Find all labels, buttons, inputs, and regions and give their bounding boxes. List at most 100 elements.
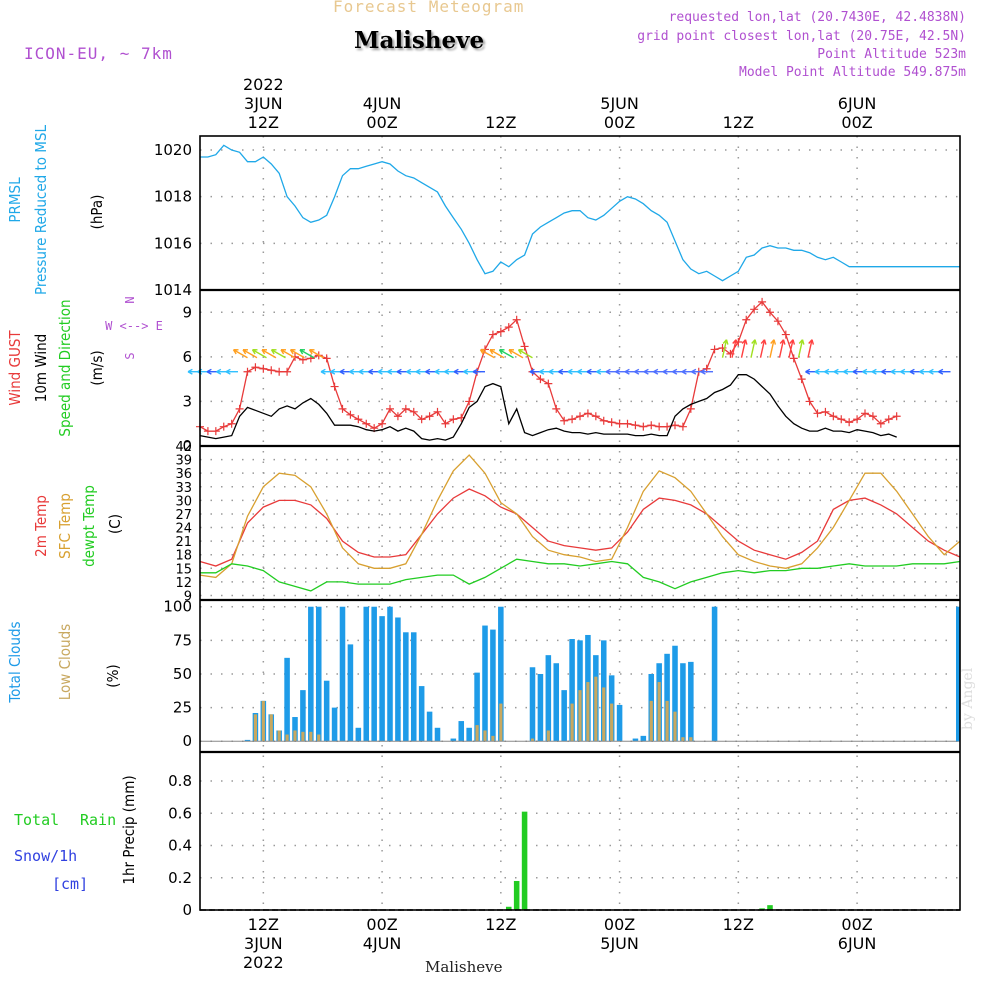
wind-speed-line [199, 374, 897, 441]
wind-gust-marker [560, 416, 569, 425]
point-altitude: Point Altitude 523m [817, 47, 966, 62]
wind-direction-arrow [740, 339, 747, 358]
compass-west-east: W <--> E [105, 319, 163, 333]
chart-frame [199, 135, 961, 911]
total-cloud-bar [403, 632, 409, 742]
time-label-top: 00Z [366, 113, 397, 132]
wind-direction-arrow [807, 339, 813, 358]
wind-direction-arrowhead [548, 368, 554, 375]
low-cloud-bar [261, 700, 265, 742]
total-cloud-bar [308, 606, 314, 742]
temperature-ytick-label: 12 [175, 576, 192, 591]
wind-direction-arrow [299, 349, 315, 359]
wind-gust-marker [861, 409, 869, 418]
total-cloud-bar [331, 707, 338, 742]
wind-direction-arrow [252, 349, 267, 359]
wind-gust-marker [425, 412, 434, 421]
low-clouds-label: Low Clouds [56, 624, 74, 700]
dewpt-temp-label: dewpt Temp [80, 485, 98, 567]
wind-gust-marker [599, 416, 608, 425]
wind-direction-arrowhead [909, 368, 915, 375]
pressure-ytick-label: 1016 [154, 234, 192, 252]
time-label-bottom: 12Z [248, 915, 279, 934]
wind-direction-arrowhead [396, 368, 402, 375]
total-cloud-bar [434, 727, 441, 742]
wind-direction-arrowhead [653, 368, 659, 375]
wind-direction-arrow [508, 349, 524, 359]
dewpt-line [200, 558, 961, 592]
rain-bar [505, 906, 512, 910]
wind-direction-arrow [750, 339, 756, 358]
wind-direction-arrow [309, 349, 324, 359]
total-cloud-bar [553, 663, 560, 742]
wind-direction-arrowhead [681, 368, 687, 375]
wind-direction-arrow [797, 339, 804, 358]
time-label-top: 00Z [841, 113, 872, 132]
wind-gust-marker [686, 404, 695, 413]
wind-direction-arrowhead [187, 368, 193, 375]
wind-gust-marker [647, 421, 656, 430]
wind-gust-marker [330, 382, 339, 391]
low-cloud-bar [253, 714, 257, 742]
wind-direction-arrow [489, 349, 505, 359]
wind-gust-marker [797, 375, 806, 384]
wind-direction-arrowhead [662, 368, 668, 375]
clouds-ytick-label: 0 [182, 732, 192, 750]
model-label: ICON-EU, ~ 7km [24, 44, 173, 63]
wind-direction-arrowhead [881, 368, 887, 375]
low-cloud-bar [594, 676, 598, 742]
wind-direction-arrowhead [672, 368, 678, 375]
wind-direction-arrowhead [425, 368, 431, 375]
wind-direction-arrowhead [789, 339, 796, 345]
wind-gust-marker [813, 409, 822, 418]
total-cloud-bar [323, 680, 330, 742]
time-label-top: 12Z [485, 113, 516, 132]
precip-ytick-label: 0.8 [168, 772, 192, 790]
wind-direction-arrowhead [406, 368, 412, 375]
compass-north: N [123, 296, 137, 303]
rain-bar [759, 908, 765, 910]
wind-direction-arrowhead [779, 339, 786, 345]
wind-ytick-label: 0 [182, 437, 192, 455]
wind-direction-arrowhead [919, 368, 925, 375]
wind-direction-arrowhead [434, 368, 440, 375]
wind-direction-arrowhead [700, 368, 706, 375]
temperature-ytick-label: 27 [175, 508, 192, 523]
wind-direction-arrowhead [605, 368, 611, 375]
wind-gust-marker [504, 323, 513, 332]
pressure-label: PRMSL [6, 177, 24, 223]
wind-direction-arrowhead [615, 368, 621, 375]
temperature-ytick-label: 33 [175, 481, 192, 496]
wind-gust-marker [496, 327, 505, 336]
wind-gust-marker [211, 427, 220, 436]
wind-direction-arrowhead [539, 368, 545, 375]
wind-direction-arrowhead [890, 368, 896, 375]
rain-bar [521, 811, 528, 910]
low-cloud-bar [673, 711, 677, 742]
wind-direction-arrowhead [358, 368, 364, 375]
wind-gust-marker [275, 367, 284, 376]
wind-direction-arrowhead [479, 349, 486, 355]
wind-direction-arrowhead [567, 368, 573, 375]
wind-direction-arrow [788, 339, 794, 358]
wind-gust-marker [805, 397, 814, 406]
wind-gust-marker [607, 418, 616, 427]
wind-gust-marker [583, 409, 592, 418]
wind-gust-marker [354, 415, 363, 424]
time-label-bottom: 00Z [366, 915, 397, 934]
wind-gust-marker [821, 407, 830, 416]
total-cloud-bar [616, 704, 623, 742]
time-label-top: 12Z [723, 113, 754, 132]
precip-ytick-label: 0 [182, 901, 192, 919]
wind-direction-arrowhead [251, 349, 258, 355]
temp-2m-label: 2m Temp [32, 495, 50, 557]
wind-gust-marker [227, 419, 236, 428]
temperature-ytick-label: 42 [175, 440, 192, 455]
total-cloud-bar [632, 738, 639, 742]
total-cloud-bar [458, 721, 465, 742]
wind-gust-marker [417, 415, 426, 424]
wind-direction-arrowhead [498, 349, 505, 355]
total-cloud-bar [363, 606, 370, 742]
time-label-bottom: 5JUN [600, 934, 639, 953]
pressure-desc-label: Pressure Reduced to MSL [32, 124, 50, 295]
